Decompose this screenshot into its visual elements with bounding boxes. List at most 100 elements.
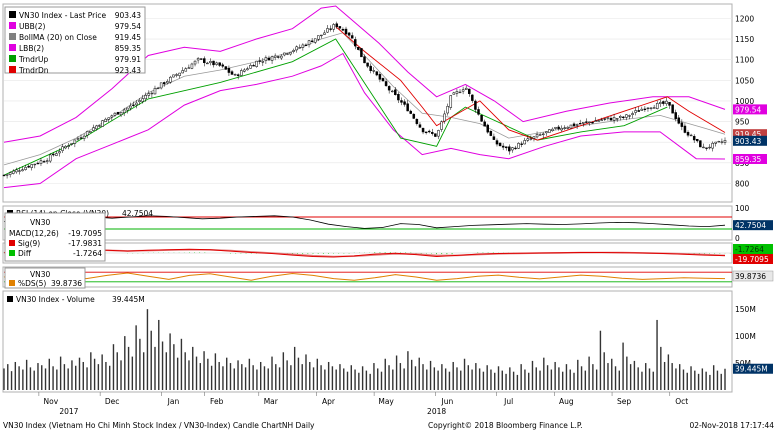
volume-bar [188, 360, 190, 390]
legend-label: VN30 Index - Volume [16, 295, 95, 304]
volume-bar [392, 369, 394, 390]
volume-bar [184, 352, 186, 390]
x-month-label: Apr [322, 397, 336, 406]
candle-body [313, 38, 317, 43]
candle-body [258, 60, 261, 62]
volume-bar [384, 358, 386, 390]
volume-bar [59, 356, 62, 390]
volume-bar [127, 346, 130, 390]
candle-body [400, 100, 403, 103]
candle-body [677, 117, 681, 124]
volume-bar [418, 357, 420, 390]
volume-bar [456, 367, 458, 390]
volume-value-label: 39.445M [735, 365, 768, 374]
candle-body [82, 135, 86, 139]
volume-bar [478, 368, 481, 390]
candle-body [206, 62, 209, 65]
candle-body [594, 120, 597, 122]
volume-bar [101, 354, 103, 390]
candle-body [631, 113, 634, 115]
candle-body [575, 124, 579, 126]
candle-body [489, 130, 493, 136]
candle-body [169, 76, 172, 83]
trendr-up-line [3, 38, 668, 176]
candle-body [696, 138, 699, 142]
candle-body [464, 87, 468, 90]
candle-body [686, 132, 690, 136]
volume-bar [414, 366, 417, 390]
legend-label: Sig(9) [18, 239, 40, 248]
candle-body [338, 26, 342, 29]
candle-body [498, 142, 502, 147]
x-month-label: Feb [210, 397, 224, 406]
candle-body [147, 93, 151, 96]
candle-body [221, 64, 225, 67]
candle-body [424, 131, 428, 133]
volume-bar [44, 368, 47, 390]
candle-body [273, 55, 277, 58]
candle-body [689, 134, 693, 137]
volume-bar [263, 366, 266, 390]
candle-body [431, 132, 434, 134]
candle-body [55, 153, 58, 156]
candle-body [600, 119, 604, 121]
volume-bar [599, 330, 602, 390]
volume-bar [33, 370, 35, 390]
volume-bar [682, 369, 685, 390]
candle-body [246, 68, 249, 71]
candle-body [458, 91, 462, 94]
candle-body [267, 57, 271, 61]
legend-swatch [9, 44, 16, 51]
candle-body [107, 117, 111, 120]
candle-body [578, 123, 582, 125]
candle-body [597, 120, 600, 122]
candle-body [708, 146, 711, 149]
volume-bar [365, 370, 368, 390]
candle-body [76, 138, 80, 140]
candle-body [15, 169, 18, 173]
volume-bar [324, 369, 326, 390]
candle-body [230, 71, 234, 75]
volume-bar [505, 373, 507, 390]
candle-body [723, 140, 727, 143]
candle-body [434, 133, 437, 137]
volume-bar [697, 373, 700, 390]
candle-body [39, 160, 43, 164]
candle-body [347, 32, 351, 36]
volume-bar [312, 367, 315, 390]
x-month-label: Jun [441, 397, 454, 406]
volume-bar [108, 365, 111, 390]
rsi-panel [2, 205, 733, 241]
legend-value: 919.45 [115, 33, 141, 42]
candle-body [394, 89, 397, 96]
candle-body [501, 145, 505, 148]
candle-body [36, 162, 40, 165]
candle-body [637, 110, 640, 112]
candle-body [397, 94, 400, 101]
stoch-value-label: 39.8736 [735, 272, 766, 281]
volume-bar [131, 356, 134, 390]
x-month-label: Jul [503, 397, 513, 406]
volume-bar [452, 361, 454, 390]
volume-bar [637, 367, 639, 390]
candle-body [622, 116, 625, 118]
volume-bar [248, 358, 251, 390]
candle-body [692, 136, 696, 141]
legend-title: VN30 [30, 218, 51, 227]
candle-body [332, 24, 335, 30]
price-value-label: 979.54 [735, 105, 761, 114]
candle-body [443, 113, 446, 122]
volume-bar [550, 369, 553, 390]
candle-body [341, 28, 345, 31]
footer-source: VN30 Index (Vietnam Ho Chi Minh Stock In… [3, 421, 315, 430]
candle-body [162, 82, 166, 85]
volume-plot: 50M 100M 150M 39.445M [3, 305, 773, 390]
x-month-label: Aug [559, 397, 574, 406]
price-value-label: 903.43 [735, 137, 761, 146]
volume-bar [301, 364, 303, 390]
volume-bar [641, 371, 643, 390]
candle-body [387, 86, 391, 91]
volume-bar [56, 369, 58, 390]
volume-bar [407, 351, 409, 390]
candle-body [2, 174, 6, 177]
